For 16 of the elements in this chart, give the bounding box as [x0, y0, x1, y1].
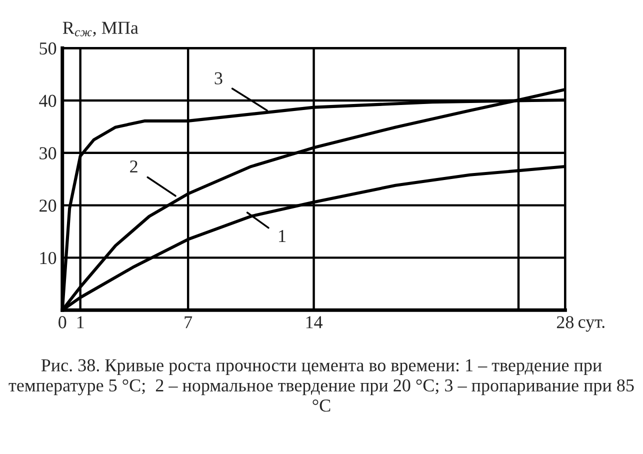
y-tick-label: 10	[40, 252, 56, 264]
y-axis-title: R$_{сж}$, МПа	[62, 22, 138, 36]
annotation: 3	[214, 72, 222, 84]
x-tick-label: 14	[306, 316, 323, 328]
x-tick-label: 28	[556, 316, 574, 328]
annotation: 1	[279, 230, 286, 242]
text: Рис. 38. Кривые роста прочности цемента во времени: 1 – твердение при температуре 5 °C; 2 – нормальное твердение при 20 °C; 3 – пропаривание при 85 °C	[8, 359, 634, 412]
x-axis-title: сут.	[578, 319, 604, 332]
x-tick-label: 0	[58, 316, 66, 328]
x-tick-label: 7	[184, 316, 192, 328]
y-tick-label: 50	[40, 42, 56, 55]
annotation: 2	[130, 160, 138, 172]
y-tick-label: 30	[40, 147, 56, 160]
x-tick-label: 1	[77, 316, 84, 328]
y-tick-label: 40	[39, 94, 56, 107]
y-tick-label: 20	[40, 200, 56, 212]
